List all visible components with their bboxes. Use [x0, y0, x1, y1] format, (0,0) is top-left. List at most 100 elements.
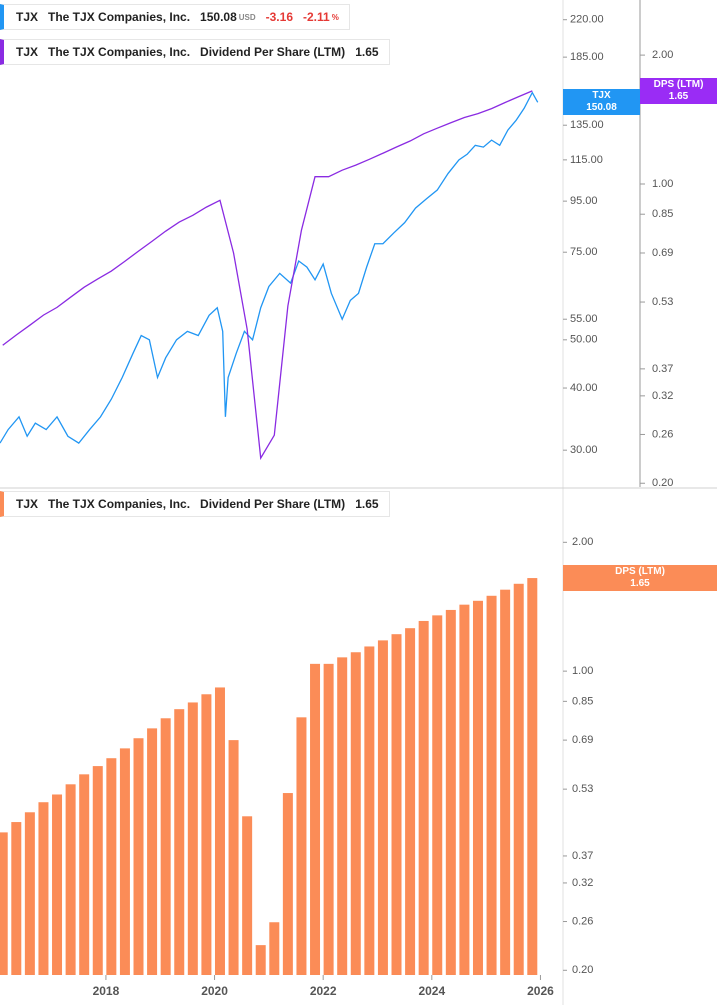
bar [459, 604, 470, 975]
legend: TJX The TJX Companies, Inc. 150.08 USD -… [0, 4, 350, 30]
bar [201, 694, 212, 975]
legend-metric: Dividend Per Share (LTM) [200, 497, 346, 511]
legend-ticker: TJX [16, 497, 39, 511]
bar [174, 709, 185, 975]
y-tick-label: 75.00 [570, 246, 598, 258]
badge-label: DPS (LTM) [653, 78, 704, 90]
bar [269, 922, 280, 975]
y-tick-label: 0.85 [572, 695, 593, 707]
legend-ticker: TJX [16, 45, 39, 59]
x-tick-label: 2024 [418, 984, 445, 998]
y2-tick-label: 0.37 [652, 363, 673, 375]
bar [92, 766, 103, 975]
bar [445, 609, 456, 975]
legend-change-pct: -2.11 [303, 10, 330, 24]
y-tick-label: 55.00 [570, 313, 598, 325]
y-tick-label: 0.37 [572, 850, 593, 862]
legend-price: 150.08 [200, 10, 237, 24]
y2-tick-label: 0.26 [652, 428, 673, 440]
y-tick-label: 2.00 [572, 536, 593, 548]
badge-label: TJX [592, 90, 611, 102]
bar [527, 578, 538, 975]
bar [486, 595, 497, 975]
y-tick-label: 185.00 [570, 51, 604, 63]
y-tick-label: 135.00 [570, 119, 604, 131]
y-tick-label: 0.26 [572, 915, 593, 927]
legend-value: 1.65 [355, 497, 379, 511]
y-tick-label: 0.69 [572, 734, 593, 746]
legend-ticker: TJX [16, 10, 39, 24]
line-series [0, 91, 539, 444]
badge-value: 1.65 [668, 90, 689, 102]
y2-tick-label: 0.69 [652, 247, 673, 259]
bar [242, 816, 253, 975]
bar [377, 640, 388, 975]
bar [79, 774, 90, 975]
bar [160, 718, 171, 975]
y-tick-label: 220.00 [570, 14, 604, 26]
bar [323, 663, 334, 975]
bar [472, 600, 483, 975]
bar [364, 646, 375, 975]
bar [11, 822, 22, 975]
y2-tick-label: 2.00 [652, 49, 673, 61]
bar [133, 738, 144, 975]
axis-badge: DPS (LTM) 1.65 [563, 565, 717, 592]
bar [500, 589, 511, 975]
legend-company: The TJX Companies, Inc. [48, 10, 191, 24]
x-tick-label: 2022 [310, 984, 337, 998]
y-tick-label: 40.00 [570, 382, 598, 394]
line-series [2, 90, 533, 461]
y-tick-label: 0.32 [572, 877, 593, 889]
bar [214, 687, 225, 975]
bar [418, 620, 429, 975]
y-tick-label: 115.00 [570, 154, 603, 166]
legend-currency: USD [238, 13, 256, 22]
bar [106, 758, 117, 975]
bar [350, 652, 361, 975]
badge-value: 1.65 [630, 578, 650, 590]
bar [228, 740, 239, 975]
legend-change: -3.16 [265, 10, 293, 24]
legend: TJX The TJX Companies, Inc. Dividend Per… [0, 491, 390, 517]
bar [0, 832, 8, 975]
bar [513, 583, 524, 975]
bar [282, 793, 293, 975]
y2-tick-label: 0.20 [652, 477, 673, 489]
x-tick-label: 2018 [93, 984, 120, 998]
y2-tick-label: 1.00 [652, 178, 673, 190]
y-tick-label: 50.00 [570, 334, 598, 346]
y2-tick-label: 0.32 [652, 390, 673, 402]
y2-tick-label: 0.53 [652, 296, 673, 308]
bar [391, 634, 402, 975]
x-tick-label: 2020 [201, 984, 228, 998]
y-tick-label: 30.00 [570, 444, 598, 456]
badge-value: 150.08 [586, 102, 617, 114]
x-tick-label: 2026 [527, 984, 554, 998]
legend-company: The TJX Companies, Inc. [48, 497, 191, 511]
bar [24, 812, 35, 975]
bar [310, 663, 321, 975]
bar [296, 717, 307, 975]
legend: TJX The TJX Companies, Inc. Dividend Per… [0, 39, 390, 65]
axis-badge: TJX 150.08 [563, 89, 640, 116]
bar [119, 748, 130, 975]
bar [337, 657, 348, 975]
bar [52, 794, 63, 975]
legend-metric: Dividend Per Share (LTM) [200, 45, 346, 59]
bar [38, 802, 49, 975]
y-tick-label: 1.00 [572, 665, 593, 677]
axis-badge: DPS (LTM) 1.65 [640, 77, 717, 104]
bar [405, 628, 416, 975]
y-tick-label: 95.00 [570, 195, 598, 207]
y-tick-label: 0.53 [572, 783, 593, 795]
bar [255, 945, 266, 975]
bar [432, 615, 443, 975]
bar [65, 784, 76, 975]
bar [147, 728, 158, 975]
legend-pct-unit: % [331, 13, 339, 22]
legend-value: 1.65 [355, 45, 379, 59]
badge-label: DPS (LTM) [615, 566, 665, 578]
